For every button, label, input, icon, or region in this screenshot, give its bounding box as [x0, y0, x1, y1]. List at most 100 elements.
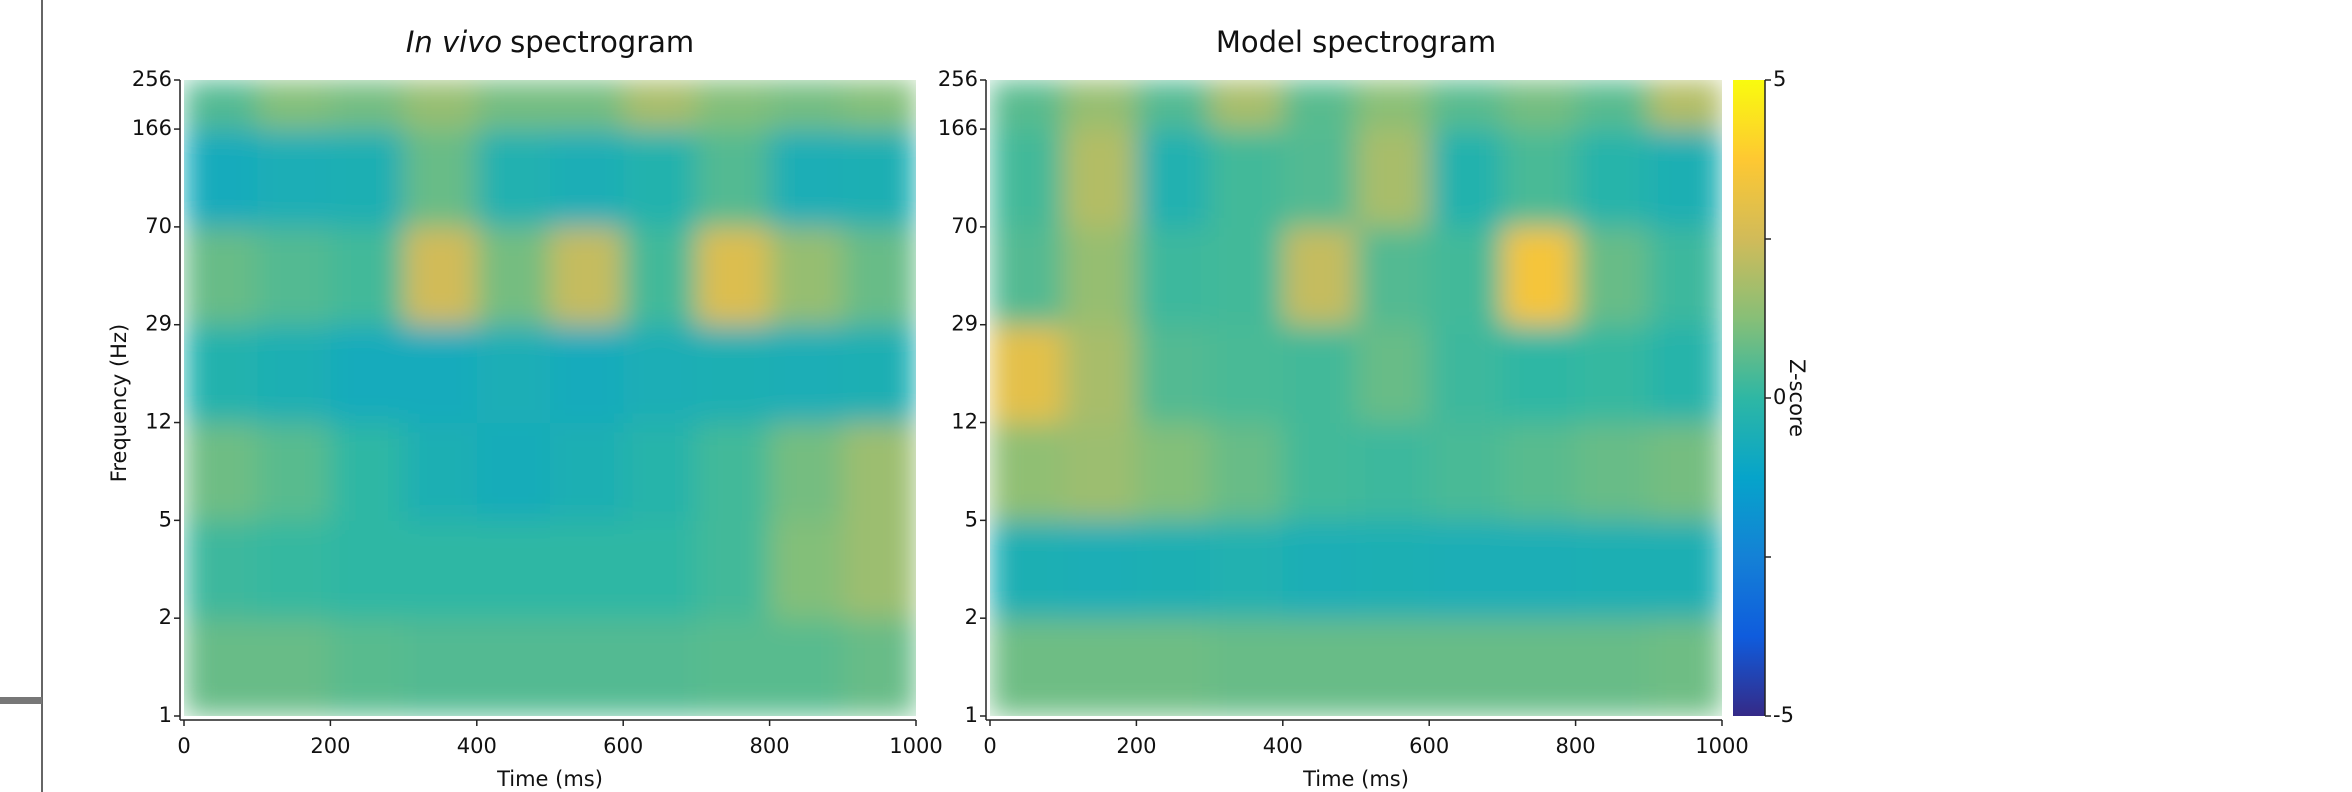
x-tick-label: 400 [457, 734, 497, 758]
cell [842, 422, 916, 521]
colorbar [1733, 80, 1765, 716]
x-tick-label: 0 [983, 734, 996, 758]
cell [1282, 422, 1357, 521]
cell [1356, 618, 1430, 716]
cell [476, 324, 551, 424]
heatmap [184, 80, 916, 716]
cell [1209, 422, 1284, 521]
y-tick-label: 1 [965, 703, 978, 727]
cell [184, 129, 258, 228]
cell [1209, 80, 1284, 130]
x-tick-label: 200 [310, 734, 350, 758]
cell [403, 422, 478, 521]
cell [1356, 520, 1430, 619]
cell [696, 520, 771, 619]
cell [990, 80, 1064, 130]
cell [1502, 618, 1577, 716]
cell [623, 324, 697, 424]
cell [330, 129, 405, 228]
cell [769, 324, 844, 424]
cell [476, 618, 551, 716]
cell [842, 618, 916, 716]
cell [623, 226, 697, 326]
cell [769, 80, 844, 130]
cell [1063, 80, 1137, 130]
x-tick-label: 800 [1556, 734, 1596, 758]
left-bar [0, 697, 42, 704]
cell [403, 618, 478, 716]
chart-title: In vivo spectrogram [406, 25, 694, 59]
cell [330, 520, 405, 619]
cell [1648, 520, 1722, 619]
cell [1502, 520, 1577, 619]
cell [769, 618, 844, 716]
cell [842, 80, 916, 130]
cell [403, 324, 478, 424]
cell [623, 422, 697, 521]
cell [184, 422, 258, 521]
cell [1429, 520, 1503, 619]
x-tick-label: 1000 [1695, 734, 1748, 758]
cell [257, 324, 331, 424]
cell [476, 80, 551, 130]
cell [1063, 129, 1137, 228]
cell [623, 129, 697, 228]
cell [476, 422, 551, 521]
cell [476, 129, 551, 228]
y-tick-label: 70 [145, 214, 172, 238]
cell [257, 129, 331, 228]
cell [330, 422, 405, 521]
y-tick-label: 1 [159, 703, 172, 727]
cell [184, 324, 258, 424]
chart-title: Model spectrogram [1216, 25, 1496, 59]
cell [1063, 226, 1137, 326]
cell [990, 226, 1064, 326]
cell [1136, 80, 1211, 130]
cell [623, 80, 697, 130]
colorbar-label: Z-score [1785, 359, 1809, 437]
cell [990, 129, 1064, 228]
cell [1356, 324, 1430, 424]
cell [1136, 520, 1211, 619]
cell [1575, 422, 1650, 521]
cell [842, 129, 916, 228]
cell [1648, 422, 1722, 521]
cell [1063, 324, 1137, 424]
cell [1282, 324, 1357, 424]
y-tick-label: 2 [159, 605, 172, 629]
cell [550, 129, 624, 228]
cell [1209, 226, 1284, 326]
cell [1502, 324, 1577, 424]
cell [1575, 324, 1650, 424]
cell [1429, 324, 1503, 424]
cell [1575, 618, 1650, 716]
heatmap-cells [184, 80, 916, 716]
cell [1575, 129, 1650, 228]
cell [696, 129, 771, 228]
cell [403, 80, 478, 130]
cell [990, 422, 1064, 521]
cell [1209, 324, 1284, 424]
cell [403, 226, 478, 326]
x-axis-label: Time (ms) [1302, 767, 1409, 791]
y-tick-label: 70 [951, 214, 978, 238]
cell [696, 80, 771, 130]
cell [550, 520, 624, 619]
heatmap-cells [990, 80, 1722, 716]
y-tick-label: 5 [965, 507, 978, 531]
colorbar-tick-label: 0 [1773, 385, 1786, 409]
cell [696, 226, 771, 326]
cell [550, 80, 624, 130]
cell [1136, 129, 1211, 228]
cell [184, 80, 258, 130]
cell [330, 226, 405, 326]
cell [990, 324, 1064, 424]
cell [1209, 129, 1284, 228]
cell [257, 618, 331, 716]
cell [1648, 226, 1722, 326]
cell [990, 618, 1064, 716]
cell [842, 520, 916, 619]
y-tick-label: 256 [132, 67, 172, 91]
y-tick-label: 2 [965, 605, 978, 629]
